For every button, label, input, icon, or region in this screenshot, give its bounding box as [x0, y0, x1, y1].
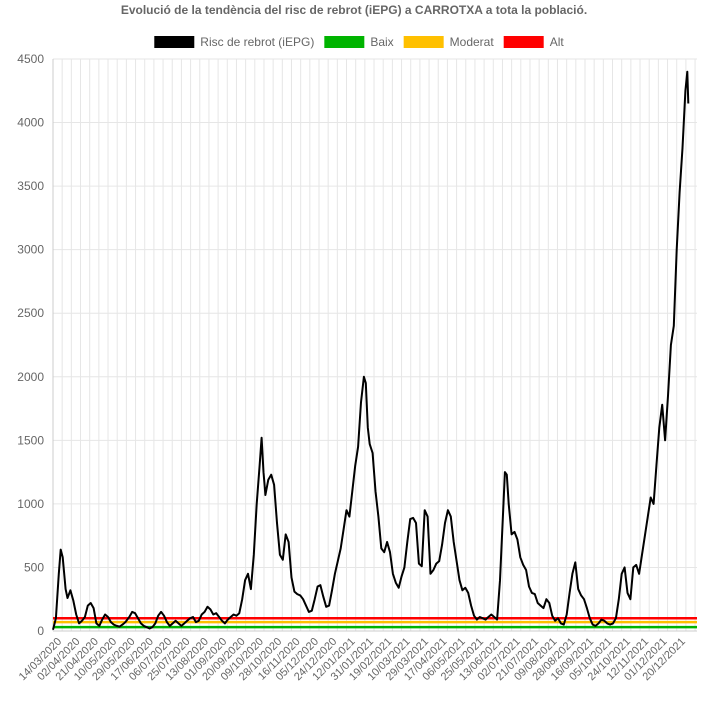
- y-tick-label: 3500: [17, 179, 44, 193]
- y-tick-label: 500: [24, 560, 44, 574]
- legend-item[interactable]: Moderat: [403, 35, 495, 49]
- y-tick-label: 1500: [17, 433, 44, 447]
- legend-swatch: [154, 36, 195, 48]
- y-tick-label: 4000: [17, 116, 44, 130]
- legend: Risc de rebrot (iEPG) Baix Moderat Alt: [154, 35, 564, 49]
- y-tick-label: 2500: [17, 306, 44, 320]
- chart-title: Evolució de la tendència del risc de reb…: [121, 3, 587, 17]
- y-tick-label: 2000: [17, 370, 44, 384]
- legend-swatch: [403, 36, 444, 48]
- legend-label: Risc de rebrot (iEPG): [200, 35, 314, 49]
- series-line-iepg: [52, 70, 690, 630]
- x-axis: 14/03/202002/04/202021/04/202010/05/2020…: [17, 630, 697, 683]
- legend-swatch: [324, 36, 365, 48]
- legend-label: Alt: [550, 35, 565, 49]
- legend-label: Baix: [370, 35, 393, 49]
- legend-item[interactable]: Baix: [324, 35, 394, 49]
- y-tick-label: 0: [37, 624, 44, 638]
- y-tick-label: 1000: [17, 497, 44, 511]
- series-group: [52, 70, 690, 630]
- legend-label: Moderat: [450, 35, 495, 49]
- legend-item[interactable]: Alt: [503, 35, 565, 49]
- legend-swatch: [503, 36, 544, 48]
- grid: [52, 58, 697, 632]
- y-tick-label: 4500: [17, 52, 44, 66]
- legend-item[interactable]: Risc de rebrot (iEPG): [154, 35, 314, 49]
- y-tick-label: 3000: [17, 243, 44, 257]
- y-axis: 0 500 1000 1500 2000 2500 3000 3500 4000 4500: [17, 52, 54, 638]
